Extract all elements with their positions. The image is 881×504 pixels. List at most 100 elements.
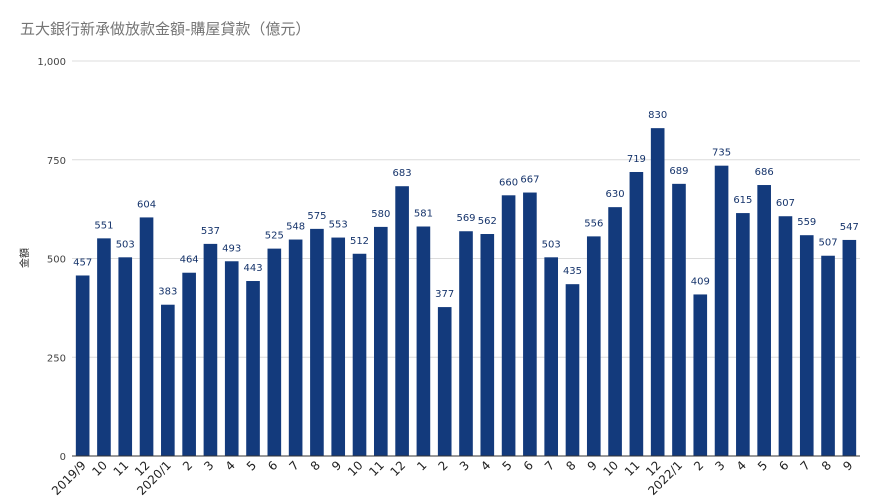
bar (118, 257, 133, 456)
x-tick-label: 4 (734, 458, 749, 473)
x-tick-label: 4 (223, 458, 238, 473)
data-label: 443 (243, 263, 262, 274)
data-label: 615 (733, 195, 752, 206)
x-tick-label: 3 (457, 458, 472, 473)
data-label: 493 (222, 243, 241, 254)
x-tick-label: 11 (622, 458, 643, 479)
data-label: 581 (414, 209, 433, 220)
x-tick-label: 7 (798, 458, 813, 473)
x-tick-label: 7 (286, 458, 301, 473)
x-tick-label: 8 (819, 458, 834, 473)
x-tick-label: 8 (563, 458, 578, 473)
data-label: 660 (499, 177, 518, 188)
y-tick-label: 250 (47, 353, 66, 364)
x-tick-label: 11 (111, 458, 132, 479)
data-label: 562 (478, 216, 497, 227)
x-tick-label: 10 (600, 458, 621, 479)
x-tick-label: 7 (542, 458, 557, 473)
x-tick-label: 3 (712, 458, 727, 473)
x-tick-label: 10 (345, 458, 366, 479)
bar (842, 239, 857, 456)
bar (310, 228, 324, 456)
data-label: 457 (73, 257, 92, 268)
x-tick-label: 4 (478, 458, 493, 473)
bar (139, 217, 154, 456)
data-label: 503 (116, 239, 135, 250)
data-label: 507 (819, 238, 838, 249)
data-label: 686 (755, 167, 774, 178)
bar (672, 183, 686, 456)
data-label: 689 (669, 166, 688, 177)
bar (544, 257, 559, 456)
x-tick-label: 2 (436, 458, 451, 473)
x-tick-label: 2 (180, 458, 195, 473)
data-label: 556 (584, 218, 603, 229)
data-label: 525 (265, 231, 284, 242)
bar (736, 213, 750, 456)
y-tick-label: 750 (47, 156, 66, 167)
x-tick-label: 11 (366, 458, 387, 479)
y-tick-label: 0 (60, 452, 66, 463)
bar (565, 284, 580, 456)
data-label: 548 (286, 222, 305, 233)
bar (480, 234, 495, 456)
bar (757, 185, 771, 456)
data-label: 512 (350, 236, 369, 247)
bar (437, 307, 452, 456)
x-tick-label: 12 (388, 458, 409, 479)
bar (608, 207, 622, 456)
bar (586, 236, 601, 456)
y-axis-ticks: 0 250 500 750 1,000 (37, 57, 66, 463)
data-label: 735 (712, 148, 731, 159)
bar (161, 304, 175, 456)
bar (267, 248, 282, 456)
data-label: 830 (648, 110, 667, 121)
chart-title: 五大銀行新承做放款金額-購屋貸款（億元） (20, 20, 310, 38)
bar (224, 261, 239, 456)
bar (821, 255, 835, 456)
x-tick-label: 9 (840, 458, 855, 473)
data-label: 537 (201, 226, 220, 237)
data-label: 409 (691, 276, 710, 287)
bar (395, 186, 409, 456)
bar (97, 238, 111, 456)
x-tick-label: 2019/9 (49, 458, 89, 498)
y-tick-label: 1,000 (37, 57, 66, 68)
data-label: 607 (776, 198, 795, 209)
x-tick-label: 1 (414, 458, 429, 473)
bar (629, 171, 644, 456)
data-label: 464 (180, 255, 199, 266)
bar (501, 195, 516, 457)
bar (799, 235, 814, 456)
bar (352, 253, 367, 456)
x-tick-label: 5 (244, 458, 259, 473)
data-label: 553 (329, 220, 348, 231)
data-label: 377 (435, 289, 454, 300)
bar (331, 237, 346, 456)
data-label: 435 (563, 266, 582, 277)
bar (246, 281, 260, 456)
x-tick-label: 3 (201, 458, 216, 473)
data-label: 575 (307, 211, 326, 222)
data-label: 551 (94, 220, 113, 231)
y-tick-label: 500 (47, 255, 66, 266)
bar (182, 272, 196, 456)
x-tick-label: 6 (521, 458, 536, 473)
data-label: 569 (456, 213, 475, 224)
data-labels: 4575515036043834645374934435255485755535… (73, 110, 859, 300)
x-tick-label: 2 (691, 458, 706, 473)
x-tick-label: 6 (265, 458, 280, 473)
bar (650, 128, 665, 456)
data-label: 667 (520, 175, 539, 186)
data-label: 383 (158, 287, 177, 298)
bar (459, 231, 473, 456)
bar (714, 165, 729, 457)
data-label: 630 (606, 189, 625, 200)
y-axis-label: 金額 (18, 248, 31, 268)
bar (693, 294, 708, 456)
data-label: 719 (627, 154, 646, 165)
x-tick-label: 6 (776, 458, 791, 473)
bars (75, 128, 857, 457)
